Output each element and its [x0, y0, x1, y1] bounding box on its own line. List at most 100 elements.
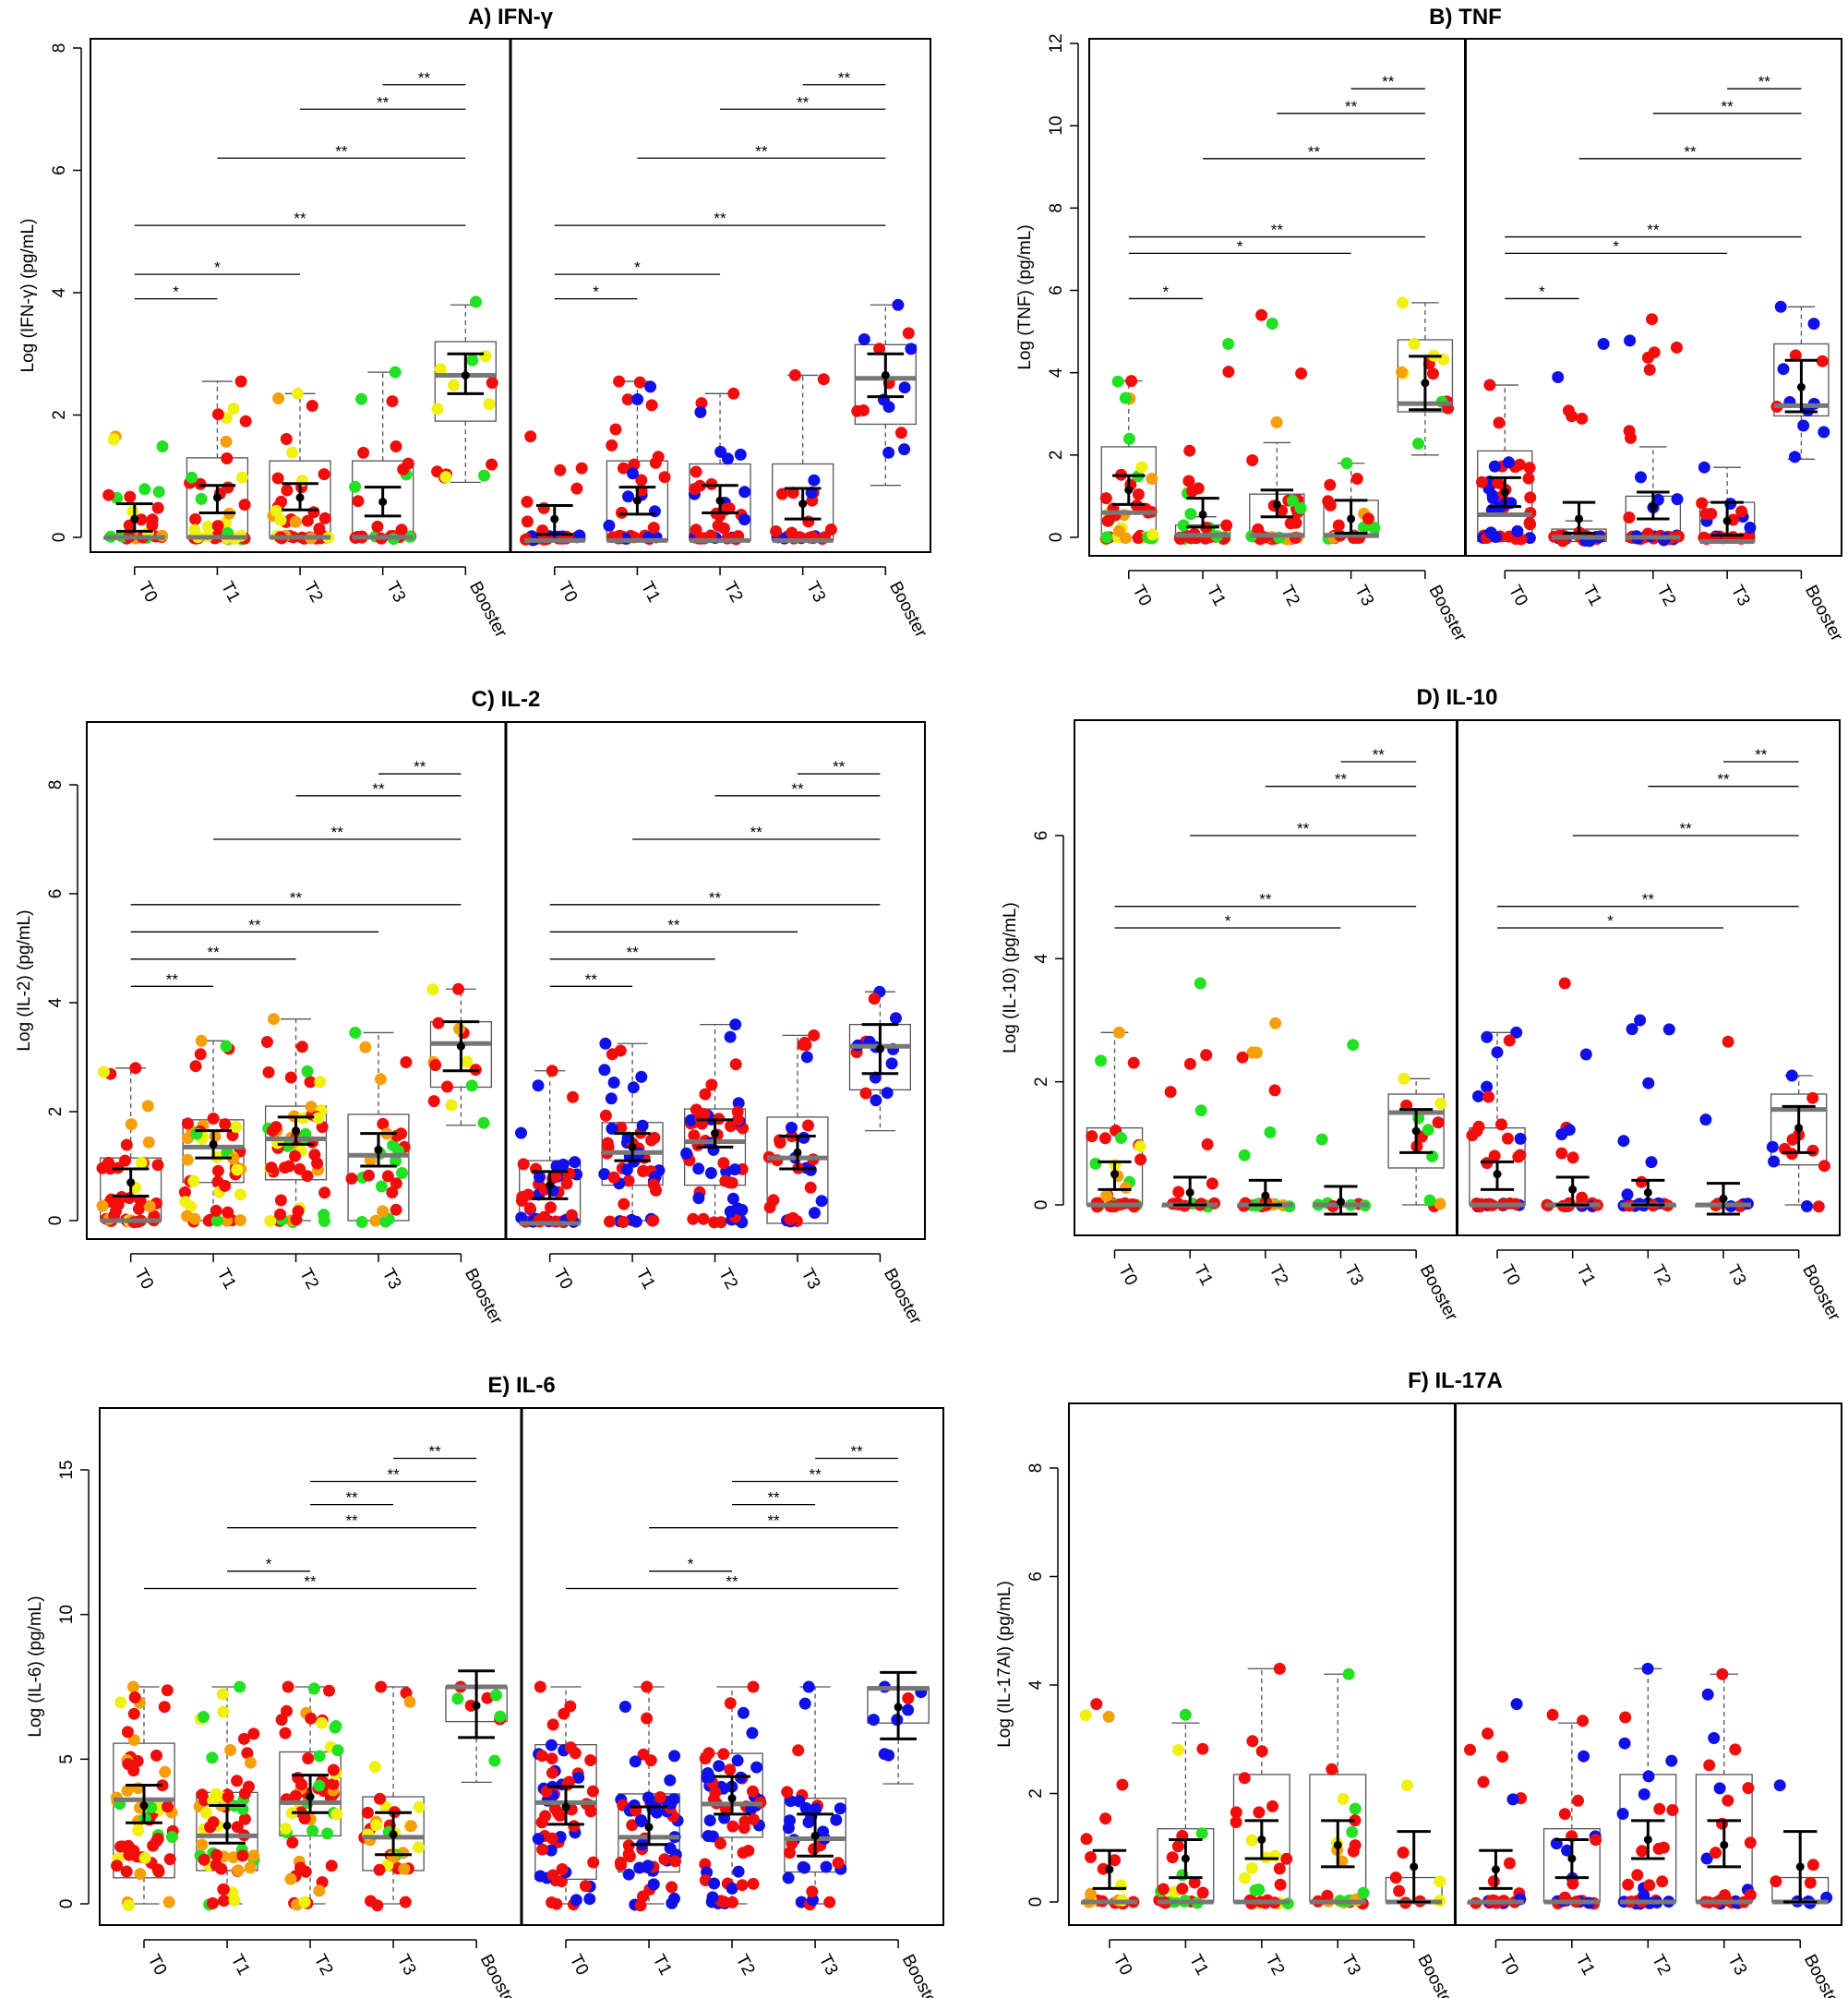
data-point: [623, 1850, 636, 1863]
data-point: [798, 1131, 810, 1144]
y-tick-label: 5: [57, 1754, 77, 1764]
data-point: [132, 1824, 145, 1836]
data-point: [125, 1118, 138, 1131]
mean-point: [1720, 1840, 1729, 1849]
y-tick-label: 0: [50, 533, 69, 543]
data-point: [1555, 1147, 1568, 1160]
data-point: [181, 1210, 193, 1222]
significance-label: **: [1717, 771, 1730, 788]
data-point: [898, 443, 911, 456]
mean-point: [1333, 1840, 1342, 1849]
data-point: [318, 512, 331, 524]
data-point: [1220, 519, 1233, 532]
data-point: [127, 1844, 140, 1857]
data-point: [628, 458, 641, 471]
data-point: [1397, 296, 1409, 309]
data-point: [299, 1865, 312, 1878]
data-point: [902, 1691, 915, 1704]
data-point: [426, 983, 439, 996]
data-point: [546, 1718, 559, 1731]
data-point: [1625, 431, 1637, 444]
mean-point: [1124, 486, 1134, 495]
data-point: [1164, 1086, 1177, 1099]
data-point: [703, 1814, 716, 1827]
data-point: [786, 1211, 799, 1224]
data-point: [1295, 367, 1308, 379]
significance-label: **: [667, 916, 680, 933]
box-T3: [358, 1680, 426, 1912]
significance-label: **: [838, 69, 851, 87]
data-point: [637, 1890, 649, 1903]
data-point: [216, 1688, 229, 1701]
box-T2: [680, 1018, 750, 1229]
box-Booster: [445, 1669, 508, 1784]
data-point: [1623, 512, 1636, 524]
y-tick-label: 4: [50, 287, 69, 297]
data-point: [549, 1170, 562, 1183]
data-point: [1326, 1763, 1338, 1775]
data-point: [1342, 1667, 1355, 1680]
box-T2: [1617, 1014, 1677, 1212]
data-point: [797, 1860, 810, 1873]
y-tick-label: 10: [57, 1605, 77, 1624]
data-point: [1638, 1889, 1650, 1902]
data-point: [275, 1714, 288, 1727]
data-point: [641, 1680, 654, 1693]
data-point: [802, 1680, 815, 1693]
data-point: [606, 1122, 618, 1135]
data-point: [122, 1758, 135, 1771]
data-point: [1812, 1200, 1825, 1213]
data-point: [1618, 1737, 1631, 1750]
box-Booster: [867, 1670, 930, 1785]
data-point: [1503, 1034, 1516, 1047]
box-Booster: [851, 298, 918, 487]
data-point: [584, 1754, 597, 1766]
data-point: [1115, 1132, 1127, 1144]
data-point: [102, 488, 115, 501]
significance-label: **: [372, 780, 385, 798]
panel-2: T0 T1 T2 T3 Booster**********: [520, 69, 930, 642]
data-point: [1491, 1046, 1504, 1059]
data-point: [1665, 1754, 1678, 1767]
data-point: [620, 1163, 633, 1176]
significance-label: **: [428, 1442, 441, 1460]
data-point: [1622, 1878, 1635, 1891]
data-point: [1230, 1806, 1242, 1819]
data-point: [313, 1750, 326, 1763]
data-point: [286, 1836, 299, 1849]
data-point: [1488, 460, 1501, 473]
mean-point: [881, 370, 890, 379]
data-point: [218, 1895, 230, 1908]
data-point: [545, 1201, 557, 1214]
data-point: [1099, 1812, 1112, 1825]
data-point: [644, 380, 657, 393]
mean-point: [1568, 1185, 1578, 1194]
significance-label: **: [714, 210, 726, 227]
data-point: [1080, 1833, 1093, 1846]
data-point: [1349, 1802, 1362, 1815]
data-point: [732, 1865, 745, 1878]
data-point: [150, 1749, 162, 1762]
data-point: [210, 1214, 223, 1227]
data-point: [1698, 461, 1710, 474]
box-T0: [1099, 375, 1159, 546]
box-Booster: [431, 295, 498, 484]
data-point: [1100, 1189, 1113, 1202]
data-point: [617, 1216, 630, 1228]
x-tick-label: T1: [227, 1951, 254, 1978]
data-point: [186, 471, 198, 484]
data-point: [1166, 1851, 1179, 1864]
data-point: [1464, 1743, 1476, 1756]
data-point: [554, 463, 567, 476]
significance-label: **: [418, 69, 431, 87]
mean-point: [472, 1701, 481, 1710]
data-point: [207, 1896, 219, 1909]
data-point: [306, 400, 318, 412]
chart-title: B) TNF: [1429, 5, 1502, 30]
data-point: [151, 1833, 164, 1846]
data-point: [648, 1131, 661, 1144]
mean-point: [875, 1044, 884, 1053]
mean-point: [1649, 502, 1658, 512]
significance-label: **: [1382, 73, 1395, 90]
